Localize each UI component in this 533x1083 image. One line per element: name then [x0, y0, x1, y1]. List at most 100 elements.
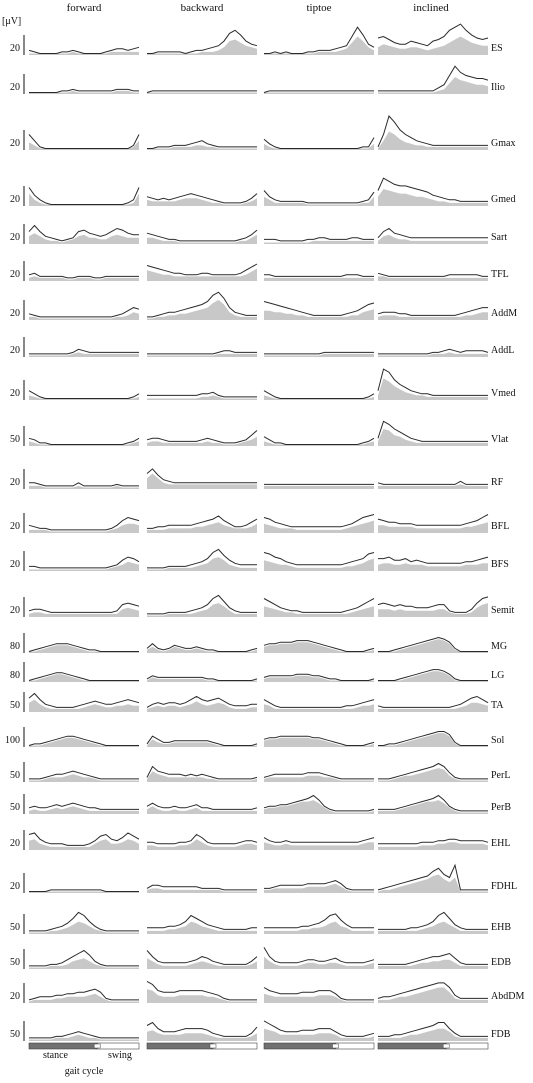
envelope-line — [263, 514, 375, 528]
envelope-line — [264, 26, 375, 55]
envelope-line — [28, 390, 140, 399]
x-axis-caption: gait cycle — [65, 1066, 104, 1077]
row-fdb: 50 FDB — [10, 1020, 511, 1041]
envelope-line — [378, 838, 489, 845]
envelope-line — [147, 140, 257, 149]
scale-label: 80 — [10, 641, 20, 652]
envelope-line — [263, 190, 375, 204]
mean-area — [29, 958, 139, 969]
envelope-line — [29, 1031, 139, 1039]
row-fdhl: 20 FDHL — [10, 863, 517, 893]
toe-off-marker — [442, 1043, 450, 1049]
mean-area — [29, 51, 139, 55]
mean-area — [264, 842, 374, 850]
stance-bar — [377, 1042, 447, 1050]
envelope-line — [378, 911, 488, 930]
mean-area — [378, 77, 488, 94]
muscle-label: Vmed — [491, 388, 515, 399]
envelope-line — [377, 114, 488, 148]
mean-area — [147, 353, 257, 357]
envelope-line — [28, 802, 139, 810]
mean-area — [264, 883, 374, 893]
envelope-line — [263, 390, 375, 399]
envelope-line — [378, 556, 489, 564]
envelope-line — [377, 514, 489, 526]
envelope-line — [263, 598, 375, 613]
mean-area — [378, 959, 488, 969]
mean-area — [29, 312, 139, 320]
envelope-line — [28, 735, 139, 746]
envelope-line — [147, 350, 257, 355]
mean-area — [264, 196, 374, 206]
stance-label: stance — [43, 1050, 69, 1061]
muscle-label: TFL — [491, 269, 509, 280]
mean-area — [147, 436, 257, 446]
envelope-line — [264, 913, 374, 929]
mean-area — [29, 90, 139, 94]
scale-label: 20 — [10, 477, 20, 488]
mean-area — [147, 603, 257, 617]
mean-area — [378, 131, 488, 150]
mean-area — [29, 699, 139, 712]
mean-area — [264, 956, 374, 969]
mean-area — [264, 800, 374, 814]
mean-area — [264, 642, 374, 653]
row-rf: 20 RF — [10, 468, 504, 489]
mean-area — [147, 473, 257, 489]
envelope-line — [263, 552, 375, 566]
mean-area — [378, 234, 488, 244]
mean-area — [147, 839, 257, 850]
scale-label: 20 — [10, 388, 20, 399]
envelope-line — [29, 770, 139, 780]
mean-area — [264, 558, 374, 571]
envelope-line — [378, 636, 488, 652]
envelope-line — [28, 672, 139, 681]
unit-label: [μV] — [2, 16, 21, 27]
envelope-line — [29, 348, 139, 355]
mean-area — [29, 233, 139, 244]
mean-area — [264, 775, 374, 782]
mean-area — [264, 704, 374, 712]
envelope-line — [378, 952, 488, 965]
mean-area — [378, 522, 488, 533]
muscle-label: AddL — [491, 345, 514, 356]
scale-label: 20 — [10, 345, 20, 356]
muscle-label: PerB — [491, 802, 511, 813]
muscle-label: ES — [491, 43, 503, 54]
mean-area — [147, 557, 257, 571]
row-abddm: 20 AbdDM — [10, 980, 524, 1003]
envelope-line — [378, 731, 488, 746]
mean-area — [264, 520, 374, 533]
scale-label: 20 — [10, 232, 20, 243]
row-ta: 50 TA — [10, 692, 504, 712]
muscle-label: Semit — [491, 605, 515, 616]
mean-area — [264, 675, 374, 682]
mean-area — [378, 189, 488, 206]
row-gmed: 20 Gmed — [10, 177, 515, 206]
row-edb: 50 EDB — [10, 947, 511, 969]
envelope-line — [29, 482, 139, 487]
mean-area — [29, 674, 139, 682]
envelope-line — [147, 914, 257, 930]
muscle-label: BFS — [491, 559, 509, 570]
muscle-label: LG — [491, 670, 504, 681]
mean-area — [29, 774, 139, 782]
scale-label: 50 — [10, 802, 20, 813]
envelope-line — [28, 988, 139, 1001]
mean-area — [29, 806, 139, 814]
scale-label: 20 — [10, 991, 20, 1002]
muscle-label: Gmed — [491, 194, 515, 205]
scale-label: 20 — [10, 194, 20, 205]
envelope-line — [147, 833, 258, 845]
mean-area — [29, 441, 139, 446]
scale-label: 20 — [10, 82, 20, 93]
envelope-line — [377, 695, 489, 708]
envelope-line — [378, 348, 489, 355]
mean-area — [264, 143, 374, 150]
mean-area — [378, 800, 488, 814]
mean-area — [147, 806, 257, 814]
row-bfs: 20 BFS — [10, 548, 509, 571]
muscle-label: FDHL — [491, 881, 517, 892]
row-sol: 100 Sol — [5, 727, 505, 747]
envelope-line — [378, 794, 488, 812]
